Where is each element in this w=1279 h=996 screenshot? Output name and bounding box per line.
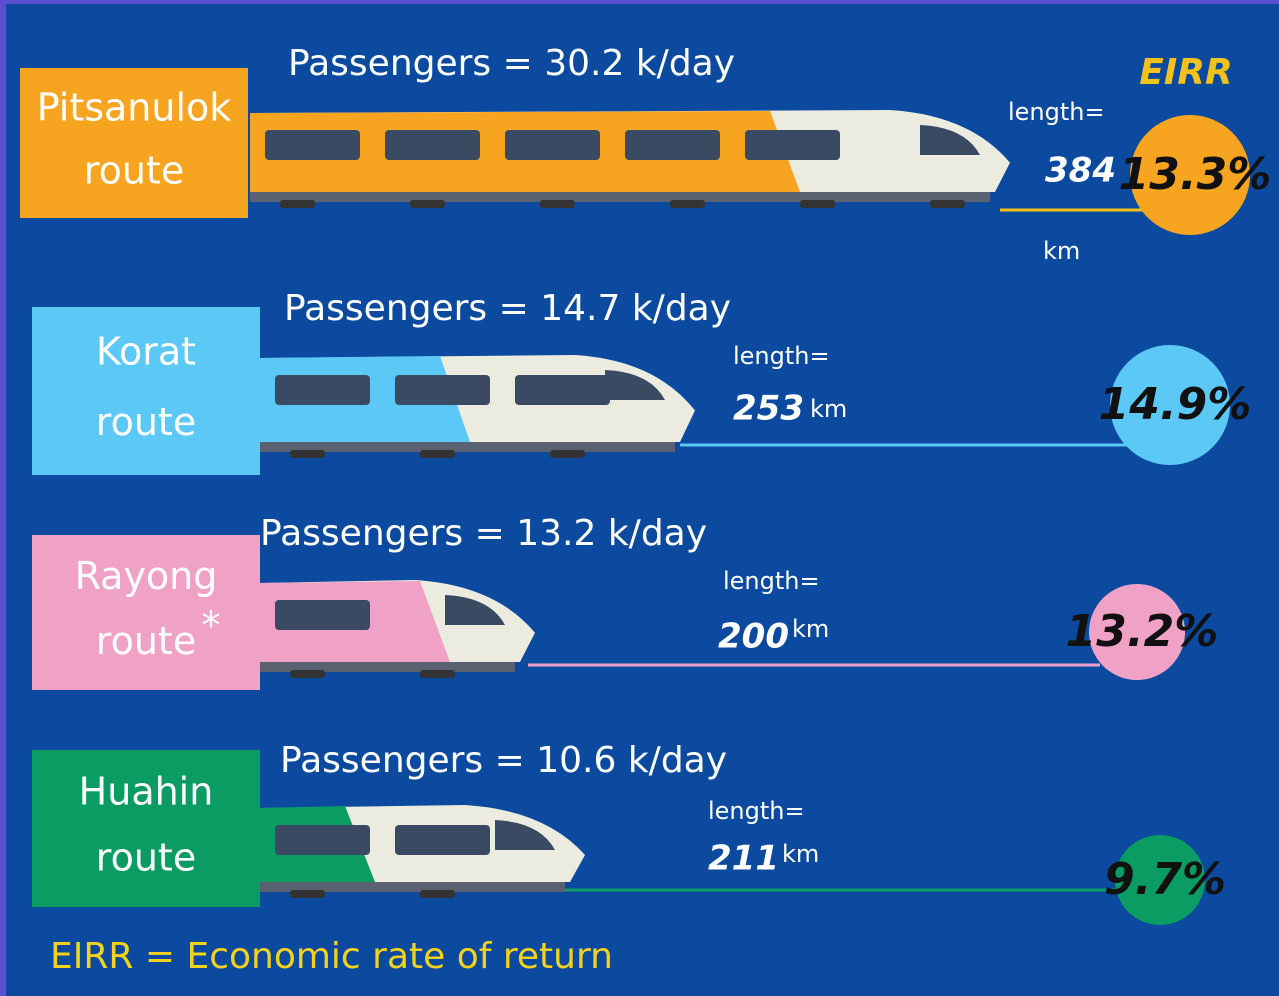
passengers: Passengers = 30.2 k/day	[288, 43, 735, 84]
train-wheels	[290, 670, 325, 678]
length-value: 211	[708, 839, 779, 879]
passengers: Passengers = 13.2 k/day	[260, 513, 707, 554]
train-window	[275, 600, 370, 630]
train-wheels	[290, 890, 325, 898]
train-window	[265, 130, 360, 160]
route-note: *	[202, 604, 221, 648]
train-wheels	[280, 200, 315, 208]
train-window	[505, 130, 600, 160]
eirr-value: 14.9%	[1099, 379, 1252, 430]
passengers: Passengers = 10.6 k/day	[280, 740, 727, 781]
train-wheels	[670, 200, 705, 208]
train-window	[385, 130, 480, 160]
route-name: Korat	[96, 330, 196, 374]
infographic: EIRR EIRR = Economic rate of return Pits…	[0, 0, 1279, 996]
length-value: 384	[1045, 151, 1116, 191]
train-window	[275, 825, 370, 855]
route-name: route	[84, 149, 184, 193]
train-window	[625, 130, 720, 160]
length-unit: km	[1043, 237, 1080, 265]
length-unit: km	[810, 395, 847, 423]
train-window	[745, 130, 840, 160]
length-label: length=	[723, 567, 820, 595]
route-name: route	[96, 619, 196, 663]
route-name: route	[96, 835, 196, 879]
train-window	[395, 375, 490, 405]
route-name: Huahin	[79, 769, 214, 813]
eirr-value: 13.3%	[1119, 149, 1272, 200]
passengers: Passengers = 14.7 k/day	[284, 288, 731, 329]
train-wheels	[420, 890, 455, 898]
route-name: Pitsanulok	[37, 86, 232, 130]
eirr-value: 13.2%	[1066, 606, 1219, 657]
train-wheels	[930, 200, 965, 208]
length-unit: km	[782, 840, 819, 868]
train-wheels	[410, 200, 445, 208]
length-value: 253	[733, 389, 804, 429]
train-wheels	[420, 450, 455, 458]
train-window	[275, 375, 370, 405]
train-window	[395, 825, 490, 855]
train-wheels	[290, 450, 325, 458]
train-wheels	[550, 450, 585, 458]
train-wheels	[800, 200, 835, 208]
length-label: length=	[1008, 98, 1105, 126]
length-value: 200	[718, 617, 789, 657]
train-window	[515, 375, 610, 405]
train-wheels	[540, 200, 575, 208]
length-unit: km	[792, 615, 829, 643]
length-label: length=	[708, 797, 805, 825]
length-label: length=	[733, 342, 830, 370]
route-name: route	[96, 400, 196, 444]
train-underside	[250, 192, 990, 202]
footer-note: EIRR = Economic rate of return	[50, 936, 613, 977]
eirr-value: 9.7%	[1104, 854, 1226, 905]
train-wheels	[420, 670, 455, 678]
route-name: Rayong	[75, 554, 218, 598]
eirr-heading: EIRR	[1139, 52, 1232, 93]
